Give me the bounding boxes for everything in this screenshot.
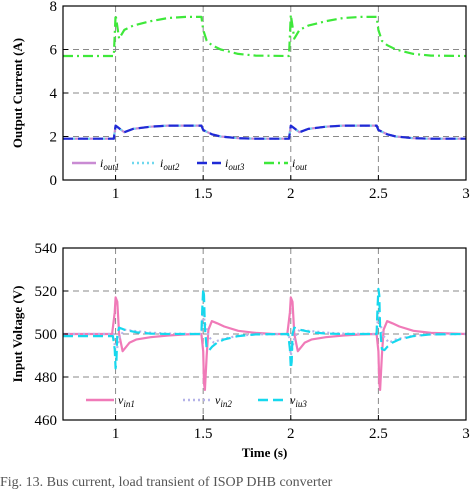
- legend-label-base: i: [225, 156, 228, 170]
- y-tick-label: 0: [50, 173, 58, 189]
- chart-panel-2: 1 1.5 2 2.5 3 460 480 500 520 540 Input Voltage (V…: [10, 241, 470, 460]
- legend-label-sub: in2: [220, 399, 232, 409]
- x-tick-label: 1.5: [194, 426, 213, 442]
- x-tick-label: 1.5: [194, 186, 213, 202]
- legend-label-base: i: [160, 156, 163, 170]
- legend-label-sub: out: [295, 162, 307, 172]
- legend-label-sub: out1: [103, 162, 119, 172]
- x-axis-label: Time (s): [242, 445, 288, 460]
- y-axis-label: Input Voltage (V): [10, 286, 25, 383]
- y-tick-label: 500: [35, 327, 58, 343]
- legend-label-base: i: [100, 156, 103, 170]
- legend-label-vin1: vin1: [118, 393, 135, 409]
- series-line-vin1: [63, 296, 466, 391]
- x-tick-label: 2.5: [369, 186, 388, 202]
- series-line-iout2: [63, 124, 466, 140]
- legend-label-iout: iout: [292, 156, 307, 172]
- y-tick-label: 2: [50, 130, 58, 146]
- y-tick-label: 460: [35, 413, 58, 429]
- x-tick-label: 3: [462, 426, 470, 442]
- legend-label-sub: iu3: [295, 399, 307, 409]
- series-line-iout3: [63, 124, 466, 140]
- y-tick-label: 4: [50, 86, 58, 102]
- legend-label-viu3: viu3: [290, 393, 307, 409]
- legend-label-iout1: iout1: [100, 156, 119, 172]
- series-line-viu3: [63, 287, 466, 370]
- y-axis-label: Output Current (A): [10, 38, 25, 148]
- x-tick-label: 2: [287, 186, 295, 202]
- x-tick-label: 2: [287, 426, 295, 442]
- y-tick-label: 8: [50, 0, 58, 15]
- legend-label-sub: in1: [123, 399, 135, 409]
- legend-label-sub: out3: [228, 162, 245, 172]
- x-tick-label: 3: [462, 186, 470, 202]
- legend-label-iout2: iout2: [160, 156, 180, 172]
- y-tick-label: 540: [35, 241, 58, 257]
- figure-caption: Fig. 13. Bus current, load transient of …: [0, 475, 333, 490]
- legend-label-sub: out2: [163, 162, 180, 172]
- y-tick-label: 6: [50, 43, 58, 59]
- legend-label-base: v: [215, 393, 221, 407]
- legend-label-base: v: [118, 393, 124, 407]
- x-tick-label: 1: [112, 426, 120, 442]
- y-tick-label: 480: [35, 370, 58, 386]
- legend-label-base: v: [290, 393, 296, 407]
- x-tick-label: 2.5: [369, 426, 388, 442]
- y-tick-label: 520: [35, 284, 58, 300]
- x-tick-label: 1: [112, 186, 120, 202]
- legend-label-base: i: [292, 156, 295, 170]
- legend-label-iout3: iout3: [225, 156, 245, 172]
- legend-label-vin2: vin2: [215, 393, 232, 409]
